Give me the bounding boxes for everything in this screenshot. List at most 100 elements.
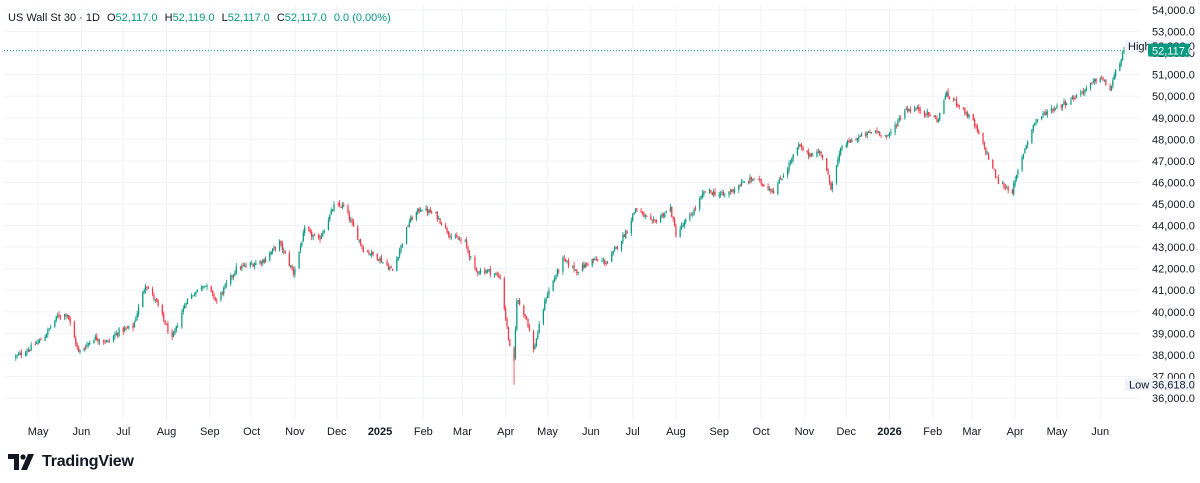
candle <box>298 251 300 270</box>
candle <box>77 345 80 353</box>
price-axis[interactable]: 54,000.053,000.052,000.051,000.050,000.0… <box>1152 5 1195 405</box>
candle <box>802 145 804 152</box>
candle <box>117 332 119 339</box>
candle <box>845 142 847 149</box>
candle <box>904 108 906 120</box>
candle <box>592 258 595 264</box>
candle <box>900 115 902 121</box>
x-tick-label: 2026 <box>877 426 901 438</box>
candle <box>405 226 408 245</box>
high-label: H <box>164 12 173 24</box>
candle <box>184 303 186 309</box>
candle <box>752 178 754 182</box>
candle <box>524 314 526 320</box>
candle <box>946 90 948 98</box>
candle <box>118 327 120 338</box>
candle <box>50 324 52 330</box>
candle <box>967 110 969 119</box>
candle <box>770 188 772 195</box>
candle <box>701 190 704 199</box>
candle <box>974 117 976 129</box>
candle <box>1119 61 1121 72</box>
candle <box>376 253 378 261</box>
candle <box>573 261 575 273</box>
candle <box>809 152 811 158</box>
y-tick-label: 42,000.0 <box>1152 264 1195 276</box>
candle <box>1014 176 1016 188</box>
candle <box>45 333 48 339</box>
candle <box>577 271 579 275</box>
candle <box>513 346 515 385</box>
time-axis[interactable]: May Jun Jul Aug Sep Oct Nov Dec 2025 Feb Mar Apr May… <box>28 426 1109 438</box>
candle <box>498 272 500 278</box>
candle <box>278 239 281 252</box>
candle <box>848 137 850 143</box>
x-tick-label: Dec <box>836 426 856 438</box>
candle <box>1099 76 1101 84</box>
candle <box>252 262 254 268</box>
candle <box>104 339 106 345</box>
candle <box>1017 168 1019 178</box>
candle <box>976 123 979 133</box>
candle <box>884 135 886 138</box>
candle <box>623 233 625 238</box>
candle <box>136 310 138 321</box>
candle <box>107 339 109 344</box>
candle <box>164 319 166 325</box>
candle <box>548 287 550 298</box>
candle <box>516 297 518 332</box>
candle <box>1024 147 1026 154</box>
candle <box>59 314 62 321</box>
candle <box>968 114 970 120</box>
candle <box>174 328 176 336</box>
candle <box>943 99 945 115</box>
candle <box>225 279 228 288</box>
candle <box>927 111 930 118</box>
candle <box>876 127 878 135</box>
candle <box>964 107 966 116</box>
candle <box>1094 78 1096 85</box>
high-value: 52,119.0 <box>172 12 215 24</box>
y-tick-label: 43,000.0 <box>1152 242 1195 254</box>
candle <box>865 131 867 138</box>
candle <box>916 105 919 110</box>
candle <box>718 192 720 199</box>
candle <box>65 313 67 320</box>
candle <box>895 123 898 129</box>
last-price-marker: 52,117.0 <box>1148 43 1194 58</box>
candle <box>662 212 665 219</box>
candle <box>739 183 741 188</box>
candle <box>743 181 745 183</box>
candle <box>574 269 577 272</box>
candle <box>263 257 265 264</box>
x-tick-label: May <box>28 426 49 438</box>
tradingview-brand[interactable]: TradingView <box>8 452 134 472</box>
candle <box>447 230 450 238</box>
candle <box>294 266 296 278</box>
candle <box>661 212 663 219</box>
candle <box>517 299 519 305</box>
candle <box>249 261 251 269</box>
candle <box>200 285 203 292</box>
candle <box>76 342 78 351</box>
candle <box>115 330 117 336</box>
y-tick-label: 41,000.0 <box>1152 285 1195 297</box>
candle <box>390 265 392 269</box>
x-tick-label: Aug <box>157 426 177 438</box>
candle <box>477 270 479 277</box>
candle <box>728 191 730 198</box>
candle <box>1015 174 1018 182</box>
candle <box>1113 72 1115 80</box>
candle <box>132 322 134 332</box>
candle <box>223 286 225 297</box>
candle <box>372 251 374 257</box>
candle <box>630 217 632 237</box>
candlestick-series[interactable] <box>15 46 1125 385</box>
candle <box>358 239 360 244</box>
candle <box>780 175 782 180</box>
candle <box>259 259 261 265</box>
candle <box>474 255 476 271</box>
candle <box>633 212 635 215</box>
candle <box>757 178 759 180</box>
